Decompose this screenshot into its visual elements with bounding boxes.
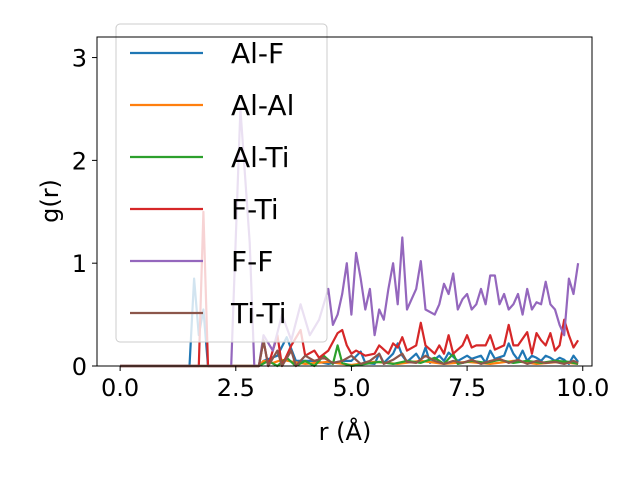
y-tick-label: 2 xyxy=(72,147,87,175)
y-tick-label: 1 xyxy=(72,250,87,278)
series-line-ti-ti xyxy=(120,339,579,368)
x-tick-label: 0.0 xyxy=(101,374,139,402)
legend-label-al-ti: Al-Ti xyxy=(231,141,290,174)
x-tick-label: 10.0 xyxy=(556,374,609,402)
series-line-f-ti xyxy=(120,210,580,368)
legend-label-al-f: Al-F xyxy=(231,37,284,70)
legend-label-ti-ti: Ti-Ti xyxy=(230,297,287,330)
y-tick-label: 3 xyxy=(72,45,87,73)
legend-label-al-al: Al-Al xyxy=(231,89,294,122)
legend-label-f-ti: F-Ti xyxy=(231,193,279,226)
legend: Al-F Al-Al Al-Ti F-Ti F-F Ti-Ti xyxy=(115,23,328,343)
legend-label-f-f: F-F xyxy=(231,245,273,278)
x-tick-label: 5.0 xyxy=(332,374,370,402)
x-tick-label: 7.5 xyxy=(448,374,486,402)
plot-frame xyxy=(96,36,593,367)
x-axis-label: r (Å) xyxy=(319,417,372,446)
legend-box xyxy=(115,23,328,343)
y-axis-label: g(r) xyxy=(36,179,64,223)
axes: 0.0 2.5 5.0 7.5 10.0 0 1 2 3 xyxy=(72,36,609,402)
x-tick-label: 2.5 xyxy=(217,374,255,402)
y-tick-label: 0 xyxy=(72,353,87,381)
